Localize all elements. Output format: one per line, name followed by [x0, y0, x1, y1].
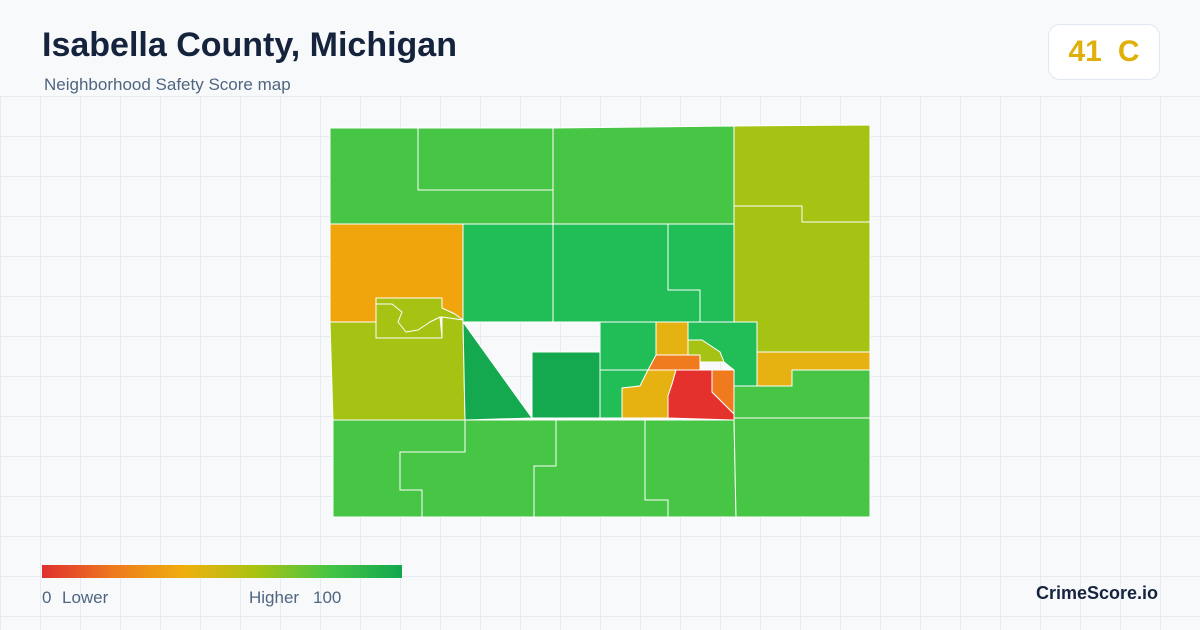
legend-min: 0 [42, 588, 52, 607]
region-mid[interactable] [599, 321, 657, 371]
legend-low-label: Lower [62, 588, 109, 607]
region-n-center[interactable] [552, 125, 735, 225]
legend-max: 100 [313, 588, 342, 607]
safety-score-badge: 41 C [1048, 24, 1160, 80]
page-subtitle: Neighborhood Safety Score map [44, 75, 291, 94]
brand-logo: CrimeScore.io [1035, 583, 1158, 603]
legend-gradient-bar [42, 565, 402, 578]
score-value: 41 [1068, 35, 1102, 68]
score-grade: C [1117, 35, 1140, 68]
region-city-north[interactable] [655, 321, 689, 356]
legend-high-label: Higher [249, 588, 300, 607]
region-city-core[interactable] [647, 354, 701, 371]
region-center-south[interactable] [531, 351, 601, 419]
region-center-west[interactable] [462, 223, 554, 323]
region-n-west-upper[interactable] [417, 127, 554, 191]
page-title: Isabella County, Michigan [42, 26, 457, 64]
region-se[interactable] [733, 417, 871, 518]
